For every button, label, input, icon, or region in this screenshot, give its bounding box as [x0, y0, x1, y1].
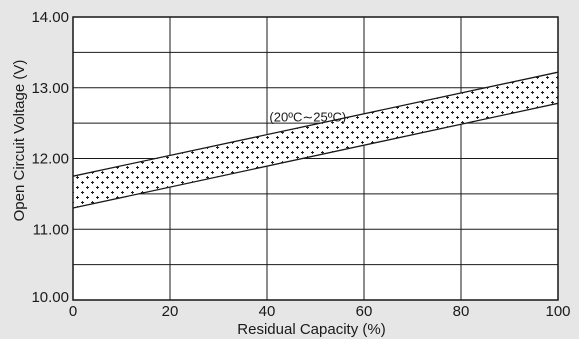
x-tick-label-2: 40 — [259, 303, 276, 320]
y-tick-label-1: 11.00 — [33, 221, 69, 238]
y-tick-label-4: 14.00 — [31, 9, 69, 26]
x-tick-label-1: 20 — [162, 303, 179, 320]
x-tick-label-4: 80 — [453, 303, 470, 320]
plot-border — [72, 16, 559, 301]
temperature-annotation: (20ºC∼25ºC) — [269, 110, 346, 125]
y-tick-label-0: 10.00 — [31, 289, 69, 306]
x-axis-title: Residual Capacity (%) — [237, 321, 385, 338]
x-tick-label-0: 0 — [69, 303, 77, 320]
y-tick-label-3: 13.00 — [31, 80, 69, 97]
upper-bound-line — [72, 71, 559, 177]
lower-bound-line — [72, 102, 559, 209]
x-tick-label-3: 60 — [356, 303, 373, 320]
x-tick-label-5: 100 — [545, 303, 570, 320]
y-axis-title: Open Circuit Voltage (V) — [11, 60, 28, 222]
voltage-band — [73, 72, 558, 209]
y-tick-label-2: 12.00 — [31, 151, 69, 168]
y-tick-labels: 10.00 11.00 12.00 13.00 14.00 — [31, 9, 69, 306]
grid — [73, 17, 558, 300]
x-tick-labels: 0 20 40 60 80 100 — [69, 303, 571, 320]
